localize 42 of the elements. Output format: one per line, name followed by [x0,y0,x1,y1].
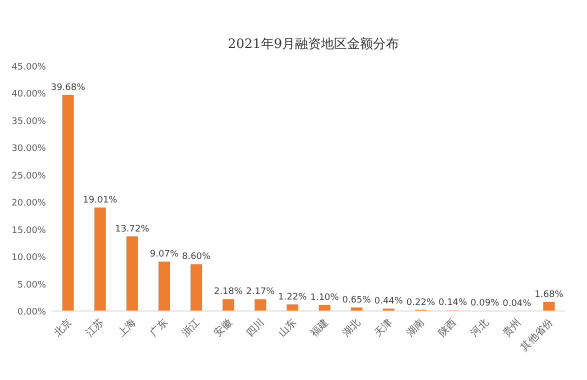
y-tick-label: 45.00% [12,62,46,72]
y-tick-label: 35.00% [12,116,46,127]
x-tick-label: 福建 [308,316,331,340]
y-tick-label: 10.00% [12,253,46,264]
y-tick-label: 40.00% [12,90,46,100]
x-tick-label: 江苏 [84,316,106,340]
y-tick-label: 30.00% [12,144,46,154]
x-tick-label: 陕西 [436,316,459,340]
x-tick-label: 湖南 [404,316,427,340]
data-label: 1.22% [278,292,308,302]
x-tick-label: 贵州 [500,316,524,340]
chart-title: 2021年9月融资地区金额分布 [228,37,400,52]
y-tick-label: 20.00% [12,198,46,209]
x-tick-label: 天津 [372,316,395,340]
x-tick-label: 浙江 [180,316,202,340]
y-tick-label: 15.00% [12,226,46,236]
data-label: 0.04% [502,298,532,309]
data-label: 0.44% [374,296,404,307]
data-label: 0.14% [438,298,468,308]
data-label: 1.68% [534,290,564,300]
x-tick-label: 安徽 [212,316,234,340]
data-label: 2.17% [246,287,276,298]
data-label: 0.09% [470,298,500,309]
data-label: 8.60% [182,252,212,262]
x-tick-label: 四川 [244,316,267,340]
y-tick-label: 5.00% [17,280,46,290]
x-tick-label: 山东 [276,316,299,340]
data-label: 1.10% [310,293,340,304]
x-tick-label: 上海 [116,316,138,340]
x-tick-label: 湖北 [340,316,363,340]
data-label: 19.01% [82,196,118,206]
data-label: 39.68% [50,82,86,93]
data-label: 2.18% [214,287,244,298]
y-tick-label: 25.00% [12,171,46,182]
x-tick-label: 广东 [148,316,170,340]
x-tick-label: 北京 [52,316,74,340]
x-tick-label: 河北 [468,316,491,340]
y-tick-label: 0.00% [17,308,46,318]
data-label: 0.65% [342,295,372,306]
data-label: 9.07% [150,250,179,260]
data-label: 0.22% [406,298,436,308]
data-label: 13.72% [114,224,150,234]
